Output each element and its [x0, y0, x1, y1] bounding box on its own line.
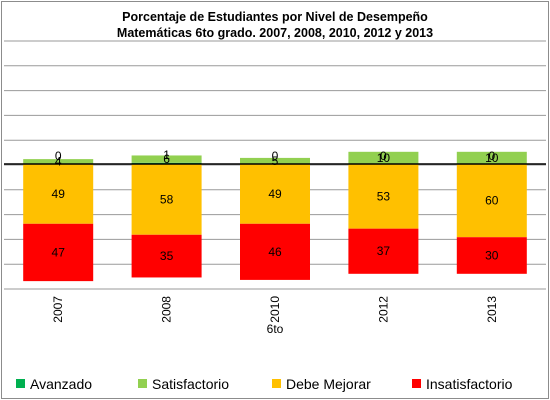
bar-segment: [240, 157, 310, 164]
bar-segment: [456, 151, 527, 164]
data-label: 49: [268, 187, 282, 201]
x-tick-label: 2007: [51, 296, 65, 323]
bar-segment: [23, 159, 94, 164]
bar-segment: [131, 155, 202, 163]
bar-segment: [23, 164, 94, 224]
data-label: 46: [268, 245, 282, 259]
data-label: 47: [52, 245, 66, 259]
data-label: 5: [272, 154, 279, 168]
data-label: 0: [272, 149, 279, 163]
data-label: 0: [55, 149, 62, 163]
bar-segment: [348, 164, 419, 229]
x-axis-label: 6to: [267, 322, 284, 336]
bar-segment: [348, 228, 419, 274]
bar-segment: [456, 164, 527, 238]
data-label: 37: [377, 244, 391, 258]
bar-segment: [456, 237, 527, 274]
legend-swatch: [272, 379, 281, 388]
bars: [4, 151, 546, 282]
bar-segment: [348, 151, 419, 164]
chart-title: Porcentaje de Estudiantes por Nivel de D…: [122, 10, 428, 24]
legend-swatch: [16, 379, 25, 388]
data-label: 4: [55, 155, 62, 169]
bar-segment: [131, 234, 202, 278]
bar-segment: [131, 164, 202, 235]
x-tick-label: 2013: [485, 296, 499, 323]
bar-segment: [23, 223, 94, 282]
data-label: 0: [488, 149, 495, 163]
x-tick-label: 2008: [160, 296, 174, 323]
data-label: 49: [52, 187, 66, 201]
legend: Avanzado Satisfactorio Debe Mejorar Insatis…: [16, 376, 513, 392]
data-label: 10: [377, 151, 391, 165]
bar-segment: [240, 164, 310, 224]
data-label: 30: [485, 249, 499, 263]
data-label: 0: [380, 149, 387, 163]
data-label: 53: [377, 189, 391, 203]
legend-entry: Satisfactorio: [152, 376, 229, 392]
data-label: 10: [485, 151, 499, 165]
legend-entry: Debe Mejorar: [286, 376, 371, 392]
data-label: 60: [485, 194, 499, 208]
x-tick-label: 2010: [268, 296, 282, 323]
x-axis: 2007 2008 2010 2012 2013: [51, 296, 499, 323]
legend-swatch: [412, 379, 421, 388]
x-tick-label: 2012: [376, 296, 390, 323]
chart-subtitle: Matemáticas 6to grado. 2007, 2008, 2010,…: [117, 26, 433, 40]
legend-swatch: [138, 379, 147, 388]
bar-segment: [240, 223, 310, 280]
data-label: 58: [160, 192, 174, 206]
data-label: 35: [160, 249, 174, 263]
legend-entry: Insatisfactorio: [426, 376, 513, 392]
legend-entry: Avanzado: [30, 376, 92, 392]
data-label: 1: [163, 148, 170, 162]
data-label: 6: [163, 152, 170, 166]
